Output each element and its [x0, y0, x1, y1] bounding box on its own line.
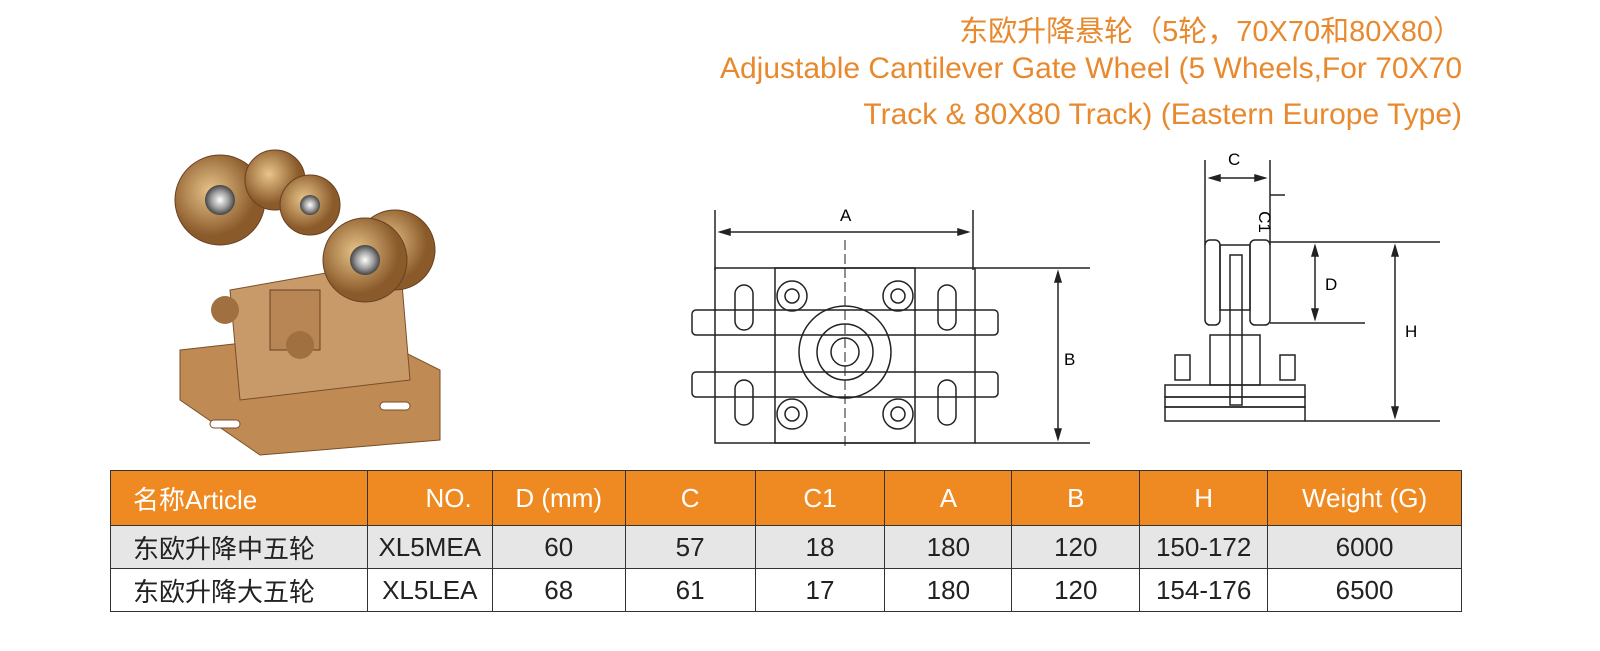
title-english-line1: Adjustable Cantilever Gate Wheel (5 Whee…: [719, 52, 1462, 85]
title-chinese: 东欧升降悬轮（5轮，70X70和80X80）: [959, 16, 1462, 48]
cell-h: 154-176: [1139, 568, 1269, 612]
dimension-label-b: B: [1064, 350, 1076, 369]
header-b: B: [1011, 470, 1141, 526]
side-view-diagram: [1164, 160, 1440, 422]
table-header-row: 名称Article NO. D (mm) C C1 A B H Weight (…: [110, 470, 1462, 526]
cell-weight: 6500: [1267, 568, 1462, 612]
front-view-diagram: [691, 210, 1090, 450]
header-h: H: [1139, 470, 1269, 526]
cell-h: 150-172: [1139, 525, 1269, 569]
cell-b: 120: [1011, 525, 1141, 569]
header-article: 名称Article: [110, 470, 368, 526]
specification-table: 名称Article NO. D (mm) C C1 A B H Weight (…: [110, 470, 1462, 612]
table-row: 东欧升降大五轮 XL5LEA 68 61 17 180 120 154-176 …: [110, 568, 1462, 612]
header-c: C: [624, 470, 756, 526]
cell-d: 60: [491, 525, 626, 569]
dimension-label-h: H: [1405, 322, 1418, 341]
cell-a: 180: [884, 525, 1013, 569]
cell-article: 东欧升降大五轮: [110, 568, 368, 612]
header-d: D (mm): [491, 470, 626, 526]
table-row: 东欧升降中五轮 XL5MEA 60 57 18 180 120 150-172 …: [110, 525, 1462, 569]
cell-c: 57: [624, 525, 756, 569]
cell-c1: 18: [754, 525, 886, 569]
cell-d: 68: [491, 568, 626, 612]
header-a: A: [884, 470, 1013, 526]
cell-a: 180: [884, 568, 1013, 612]
dimension-label-c: C: [1228, 150, 1241, 169]
product-photo: [174, 149, 441, 456]
cell-no: XL5LEA: [366, 568, 493, 612]
cell-c: 61: [624, 568, 756, 612]
cell-c1: 17: [754, 568, 886, 612]
dimension-label-c1: C1: [1254, 211, 1274, 233]
cell-no: XL5MEA: [366, 525, 493, 569]
cell-b: 120: [1011, 568, 1141, 612]
header-c1: C1: [754, 470, 886, 526]
cell-article: 东欧升降中五轮: [110, 525, 368, 569]
header-weight: Weight (G): [1267, 470, 1462, 526]
dimension-label-d: D: [1325, 275, 1338, 294]
title-english-line2: Track & 80X80 Track) (Eastern Europe Typ…: [863, 98, 1462, 131]
cell-weight: 6000: [1267, 525, 1462, 569]
header-no: NO.: [366, 470, 493, 526]
dimension-label-a: A: [840, 206, 852, 225]
